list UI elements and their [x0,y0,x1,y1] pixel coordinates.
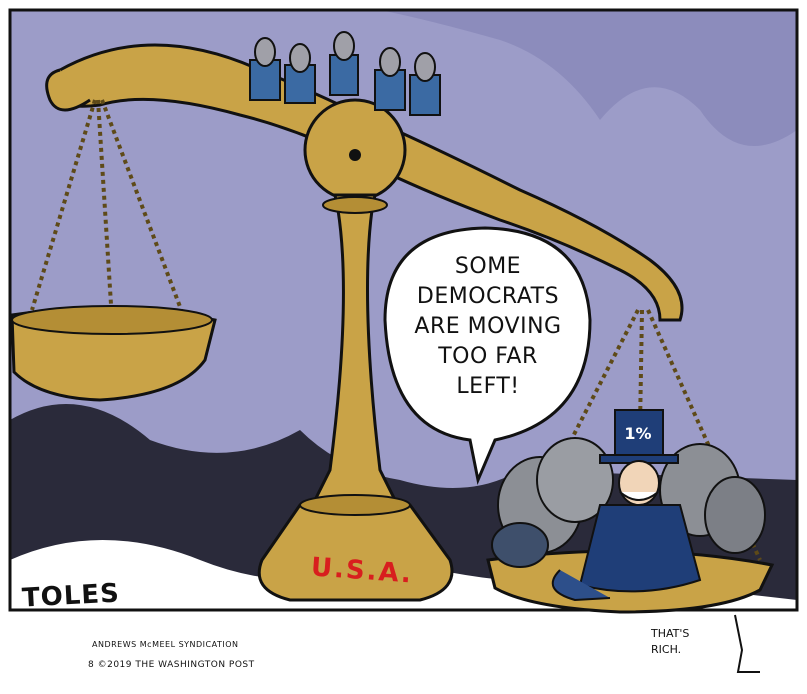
copyright-line: 8 ©2019 THE WASHINGTON POST [88,660,255,670]
upper-shading [10,10,797,146]
column-collar [322,196,388,214]
panel-border [8,8,799,612]
aside-line: RICH. [651,643,682,656]
pivot-pin [349,149,361,161]
one-percent-tycoon [551,409,702,602]
republican-elephants [491,437,766,568]
tycoon-suit [578,504,702,593]
artist-aside: THAT'S RICH. [651,626,689,658]
speech-line: SOME [454,254,522,279]
aside-doodle [734,614,760,673]
speech-bubble-text: SOME DEMOCRATS ARE MOVING TOO FAR LEFT! [404,252,572,402]
aside-line: THAT'S [651,627,690,640]
beam-left-curl [45,68,91,112]
speech-line: LEFT! [456,374,520,399]
foreground-white [10,540,797,694]
base-top [299,494,411,516]
speech-bubble [383,226,592,486]
syndication-credit: ANDREWS McMEEL SYNDICATION [92,640,239,649]
scale-beam [53,43,684,322]
democrat-donkeys [249,31,441,116]
scale-base [257,503,454,602]
speech-line: ARE MOVING [414,314,562,339]
speech-line: DEMOCRATS [416,284,560,309]
left-pan-rim [11,305,213,335]
left-chains [30,99,187,321]
moustache [619,491,659,501]
tycoon-leg [551,569,611,602]
top-hat [614,409,664,459]
artist-signature: TOLES [21,578,121,614]
speech-line: TOO FAR [438,344,538,369]
hat-label: 1% [624,424,652,443]
